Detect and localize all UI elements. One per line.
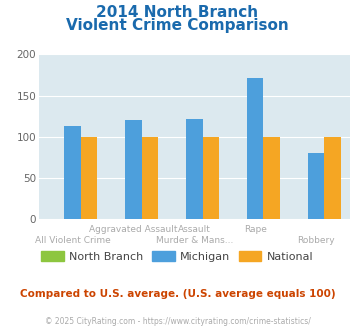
Bar bbox=[142, 137, 158, 219]
Text: 2014 North Branch: 2014 North Branch bbox=[97, 5, 258, 20]
Bar bbox=[263, 137, 280, 219]
Text: Assault: Assault bbox=[178, 225, 211, 234]
Legend: North Branch, Michigan, National: North Branch, Michigan, National bbox=[37, 247, 318, 267]
Bar bbox=[186, 119, 203, 219]
Text: © 2025 CityRating.com - https://www.cityrating.com/crime-statistics/: © 2025 CityRating.com - https://www.city… bbox=[45, 317, 310, 326]
Text: Aggravated Assault: Aggravated Assault bbox=[89, 225, 178, 234]
Text: Rape: Rape bbox=[244, 225, 267, 234]
Text: Violent Crime Comparison: Violent Crime Comparison bbox=[66, 18, 289, 33]
Bar bbox=[64, 126, 81, 219]
Bar bbox=[81, 137, 97, 219]
Bar bbox=[324, 137, 341, 219]
Text: Robbery: Robbery bbox=[297, 236, 335, 245]
Bar bbox=[203, 137, 219, 219]
Text: All Violent Crime: All Violent Crime bbox=[35, 236, 110, 245]
Bar bbox=[308, 153, 324, 219]
Text: Compared to U.S. average. (U.S. average equals 100): Compared to U.S. average. (U.S. average … bbox=[20, 289, 335, 299]
Text: Murder & Mans...: Murder & Mans... bbox=[156, 236, 233, 245]
Bar bbox=[247, 78, 263, 219]
Bar bbox=[125, 120, 142, 219]
